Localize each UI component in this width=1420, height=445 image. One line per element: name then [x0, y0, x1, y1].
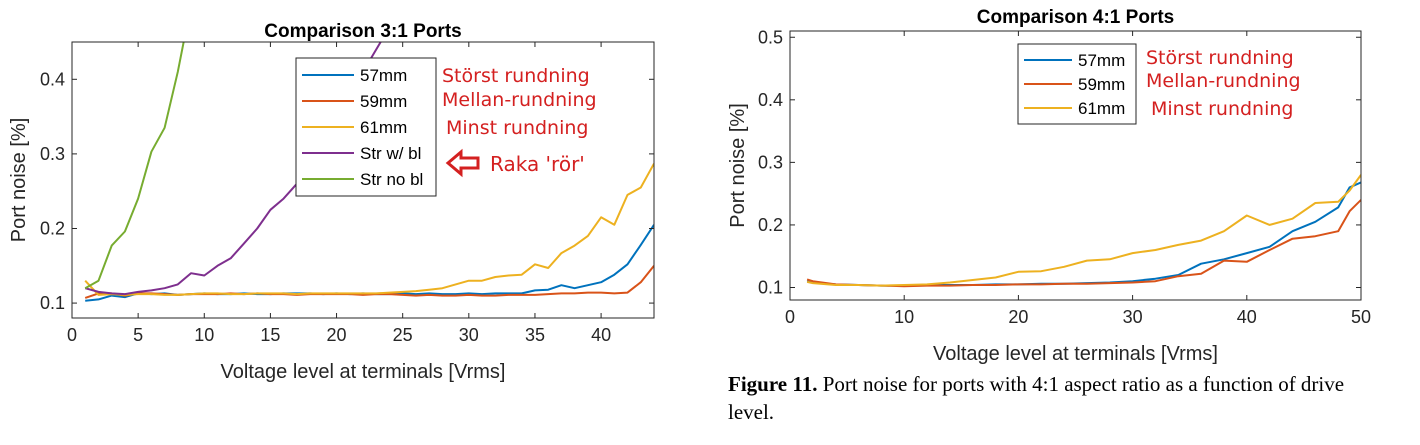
y-tick-label: 0.1 — [758, 277, 783, 297]
caption-text: Port noise for ports with 4:1 aspect rat… — [728, 372, 1345, 424]
annotation-note: Störst rundning — [442, 65, 590, 87]
annotation-raka-ror: Raka 'rör' — [490, 152, 585, 176]
caption-label: Figure 11. — [728, 372, 818, 396]
x-axis-label: Voltage level at terminals [Vrms] — [933, 343, 1218, 365]
y-tick-label: 0.4 — [758, 90, 783, 110]
x-tick-label: 25 — [393, 325, 413, 345]
annotation-note: Mellan-rundning — [442, 89, 597, 111]
y-tick-label: 0.2 — [40, 218, 65, 238]
x-tick-label: 35 — [525, 325, 545, 345]
legend-label: 61mm — [1078, 99, 1125, 118]
x-tick-label: 5 — [133, 325, 143, 345]
series-group — [84, 42, 654, 302]
legend-label: 59mm — [1078, 75, 1125, 94]
x-tick-label: 0 — [67, 325, 77, 345]
figure-caption: Figure 11. Port noise for ports with 4:1… — [728, 370, 1368, 426]
series-group — [806, 174, 1361, 288]
x-tick-label: 40 — [591, 325, 611, 345]
x-tick-label: 40 — [1237, 307, 1257, 327]
chart-3to1: 0 5 10 15 20 25 30 35 40 0.1 0.2 0.3 0.4 Comparison 3… — [8, 21, 655, 383]
x-axis-label: Voltage level at terminals [Vrms] — [221, 361, 506, 383]
left-arrow-icon — [445, 148, 480, 178]
x-tick-label: 20 — [327, 325, 347, 345]
axes-box — [71, 41, 655, 319]
x-tick-label: 10 — [894, 307, 914, 327]
y-tick-label: 0.4 — [40, 69, 65, 89]
y-axis-label: Port noise [%] — [727, 103, 749, 228]
x-tick-label: 50 — [1351, 307, 1371, 327]
x-tick-label: 15 — [260, 325, 280, 345]
chart-title: Comparison 4:1 Ports — [977, 7, 1174, 28]
legend-label: 57mm — [1078, 51, 1125, 70]
y-tick-label: 0.1 — [40, 293, 65, 313]
annotation-note: Mellan-rundning — [1146, 70, 1301, 92]
y-axis-label: Port noise [%] — [8, 118, 30, 243]
x-tick-label: 20 — [1008, 307, 1028, 327]
x-tick-label: 30 — [1123, 307, 1143, 327]
y-tick-label: 0.3 — [758, 152, 783, 172]
annotation-note: Minst rundning — [1151, 98, 1293, 120]
legend-label: 57mm — [360, 66, 407, 85]
x-tick-label: 10 — [194, 325, 214, 345]
y-tick-label: 0.3 — [40, 144, 65, 164]
annotation-note: Störst rundning — [1146, 47, 1294, 69]
x-tick-label: 30 — [459, 325, 479, 345]
legend-label: 59mm — [360, 92, 407, 111]
legend-label: Str w/ bl — [360, 144, 421, 163]
series-line-str-no-bl — [84, 42, 185, 290]
legend-box — [1017, 43, 1137, 125]
annotation-note: Minst rundning — [446, 117, 588, 139]
series-line-61mm — [806, 174, 1361, 287]
legend-label: 61mm — [360, 118, 407, 137]
series-line-61mm — [84, 163, 654, 296]
legend-label: Str no bl — [360, 170, 423, 189]
chart-title: Comparison 3:1 Ports — [264, 21, 461, 42]
axes-box — [789, 30, 1362, 301]
y-tick-label: 0.5 — [758, 27, 783, 47]
y-tick-label: 0.2 — [758, 215, 783, 235]
chart-4to1: 0 10 20 30 40 50 0.1 0.2 0.3 0.4 0.5 Comparison 4:1… — [727, 7, 1371, 365]
x-tick-label: 0 — [785, 307, 795, 327]
